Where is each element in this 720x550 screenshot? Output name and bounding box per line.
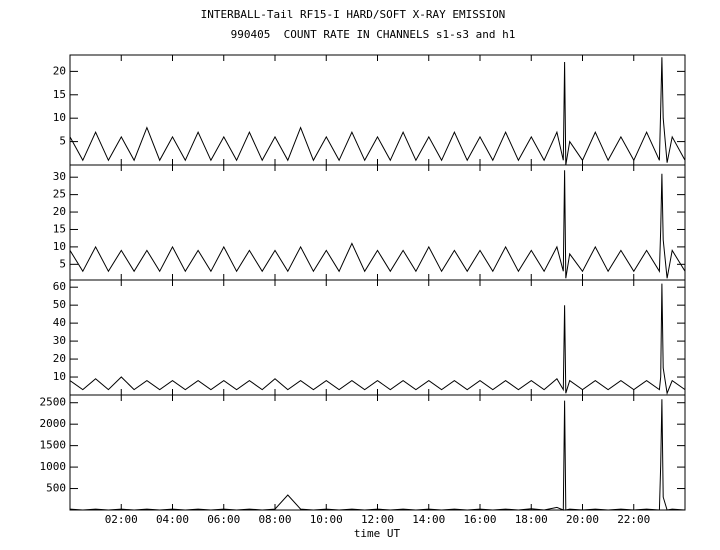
x-tick-label: 20:00: [566, 513, 599, 526]
panel-frame: [69, 394, 686, 511]
x-tick-label: 08:00: [258, 513, 291, 526]
chart-subtitle: 990405 COUNT RATE IN CHANNELS s1-s3 and …: [231, 28, 516, 41]
panel-frame: [69, 279, 686, 396]
y-tick-label: 25: [53, 188, 66, 201]
y-tick-label: 20: [53, 352, 66, 365]
x-tick-label: 18:00: [515, 513, 548, 526]
y-tick-label: 50: [53, 298, 66, 311]
panel-frame: [69, 54, 686, 166]
data-line: [69, 399, 686, 511]
y-tick-label: 1500: [40, 439, 67, 452]
x-tick-label: 12:00: [361, 513, 394, 526]
panel-frame: [69, 164, 686, 281]
x-tick-label: 10:00: [310, 513, 343, 526]
x-tick-label: 22:00: [617, 513, 650, 526]
data-line: [69, 283, 686, 396]
y-tick-label: 2500: [40, 396, 67, 409]
y-tick-label: 60: [53, 280, 66, 293]
y-tick-label: 5: [59, 135, 66, 148]
y-tick-label: 30: [53, 170, 66, 183]
y-tick-label: 5: [59, 257, 66, 270]
y-tick-label: 10: [53, 240, 66, 253]
data-line: [69, 170, 686, 279]
x-tick-label: 06:00: [207, 513, 240, 526]
x-axis-label: time UT: [354, 527, 401, 540]
y-tick-label: 20: [53, 205, 66, 218]
x-tick-label: 02:00: [105, 513, 138, 526]
y-tick-label: 10: [53, 370, 66, 383]
y-tick-label: 2000: [40, 417, 67, 430]
y-tick-label: 1000: [40, 460, 67, 473]
y-tick-label: 15: [53, 88, 66, 101]
y-tick-label: 500: [46, 482, 66, 495]
chart-title: INTERBALL-Tail RF15-I HARD/SOFT X-RAY EM…: [201, 8, 506, 21]
data-line: [69, 57, 686, 166]
x-tick-label: 16:00: [463, 513, 496, 526]
y-tick-label: 10: [53, 111, 66, 124]
y-tick-label: 30: [53, 334, 66, 347]
x-tick-label: 14:00: [412, 513, 445, 526]
y-tick-label: 20: [53, 64, 66, 77]
y-tick-label: 40: [53, 316, 66, 329]
x-tick-label: 04:00: [156, 513, 189, 526]
y-tick-label: 15: [53, 222, 66, 235]
